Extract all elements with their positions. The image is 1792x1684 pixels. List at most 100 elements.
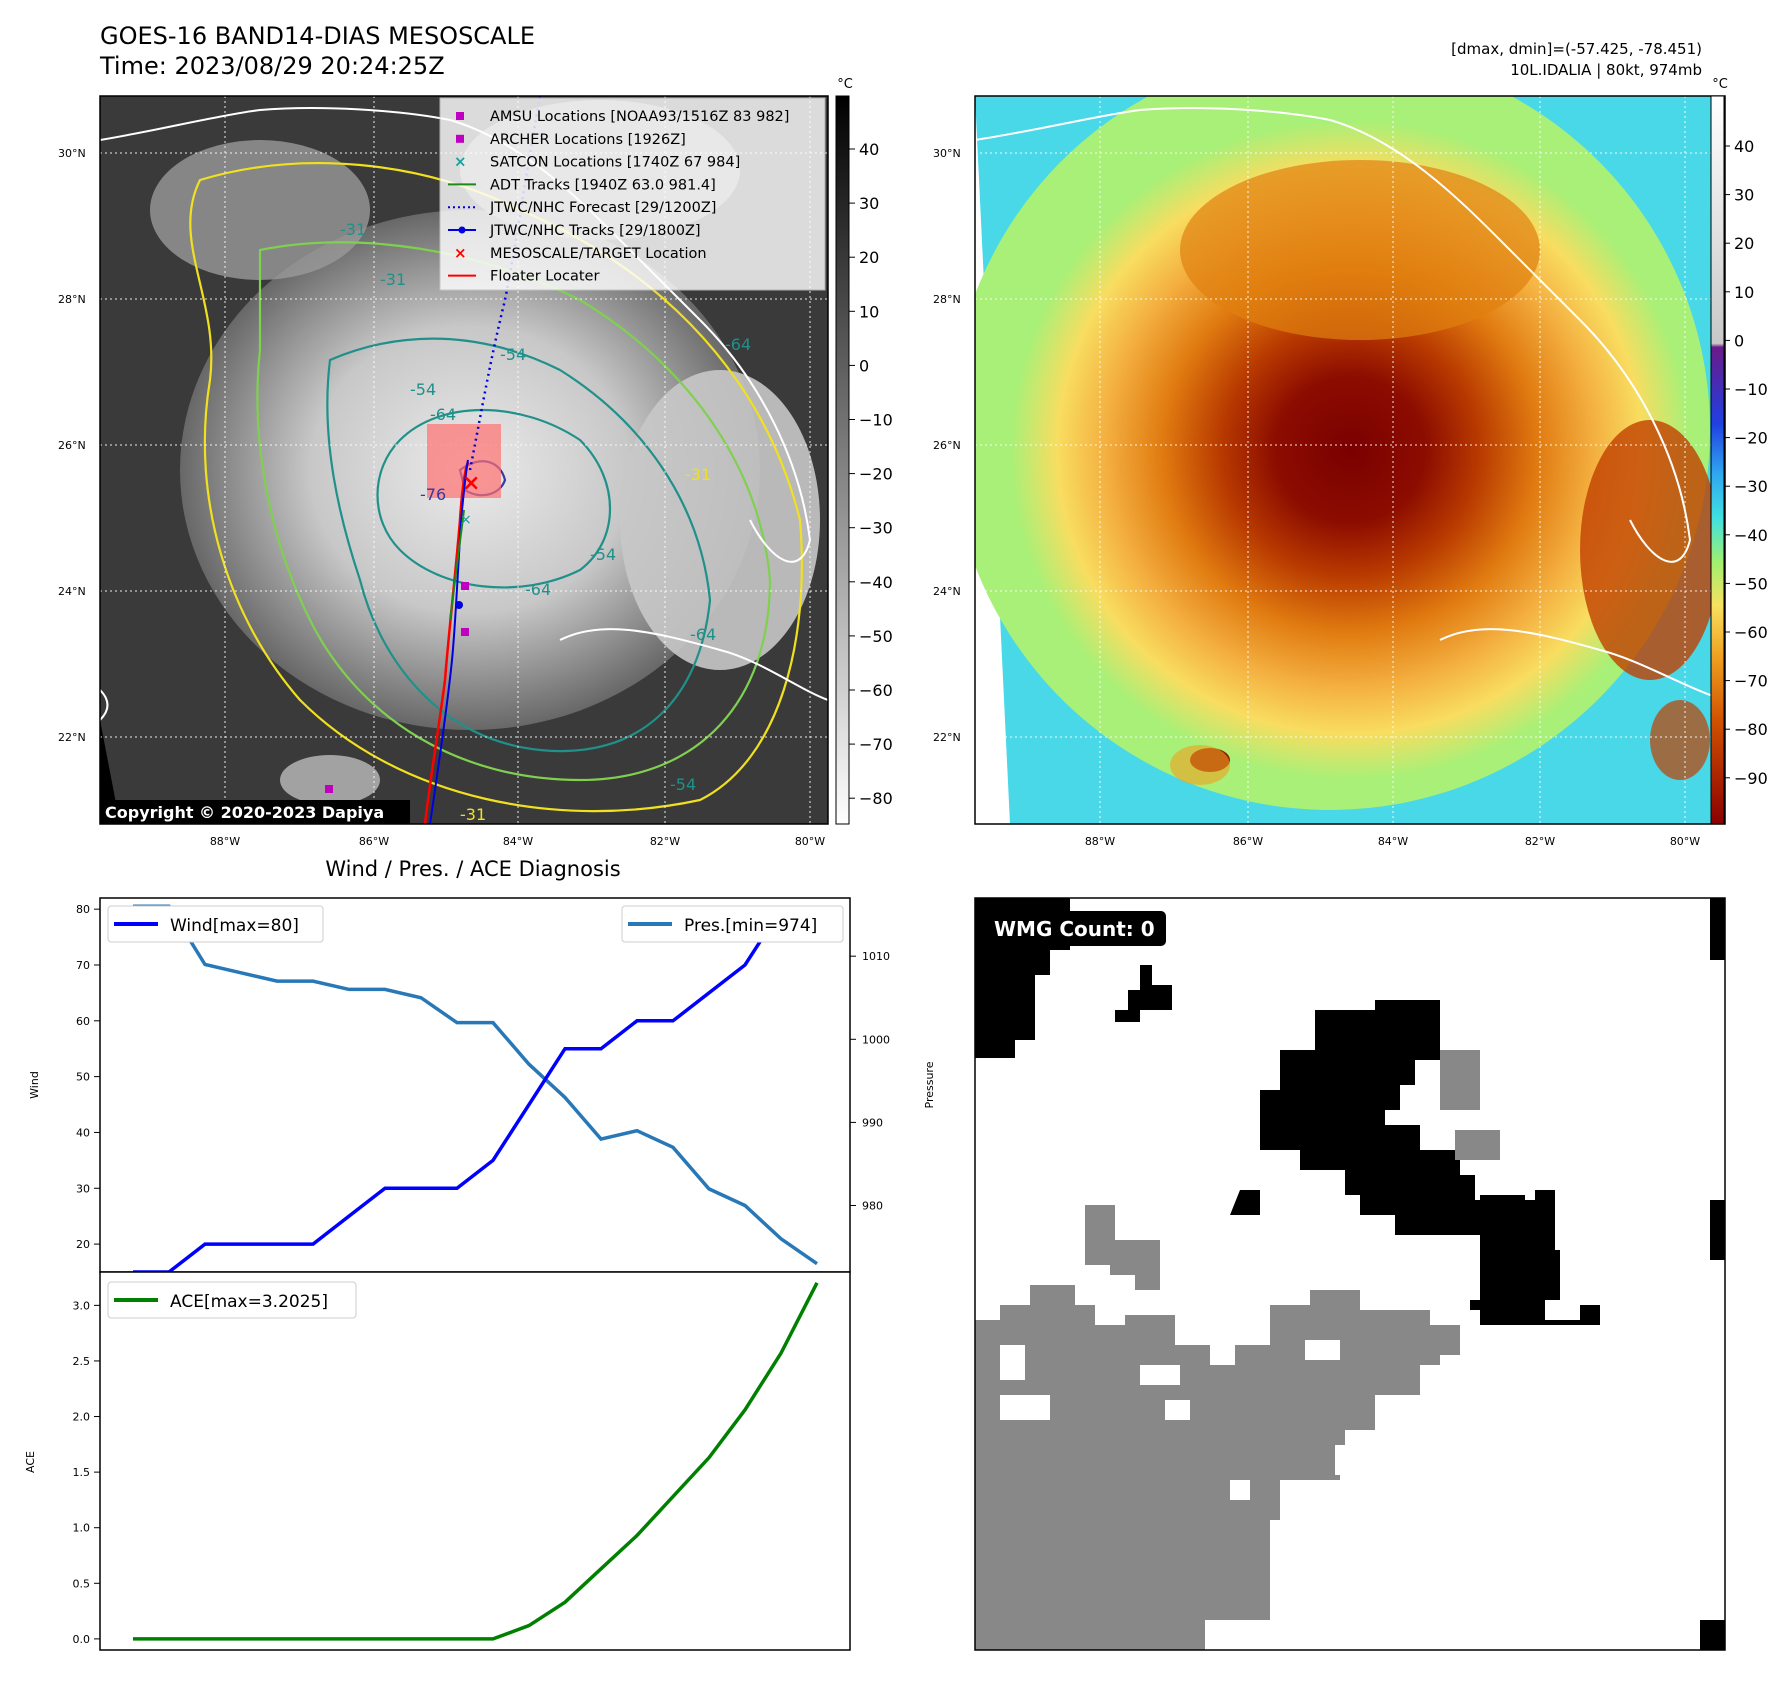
contour-label: -64: [690, 625, 716, 644]
colorbar-tick-label: −20: [1734, 429, 1768, 448]
chart-title: Wind / Pres. / ACE Diagnosis: [325, 857, 620, 881]
colorbar-tick-label: −50: [859, 627, 893, 646]
legend-x-marker: ×: [454, 153, 467, 171]
contour-label: -64: [725, 335, 751, 354]
colorbar-unit: °C: [1712, 77, 1728, 92]
colorbar-tick-label: −30: [859, 519, 893, 538]
colorbar-tick-label: 0: [859, 356, 869, 375]
ace-tick-label: 2.5: [73, 1355, 91, 1368]
legend-x-marker: ×: [454, 244, 467, 262]
pressure-series-line: [133, 904, 818, 1266]
wind-tick-label: 30: [76, 1182, 90, 1195]
wmg-count-label: WMG Count: 0: [994, 917, 1155, 941]
ir-map-panel: × × -31 -31 -54 -54 -64 -64 -76 -64 -64 …: [58, 77, 893, 848]
color-map-grid: [975, 96, 1725, 824]
wind-series-line: [133, 908, 783, 1274]
colorbar-tick-label: 30: [1734, 186, 1754, 205]
legend-item: × MESOSCALE/TARGET Location: [454, 244, 707, 262]
colorbar-tick-label: −80: [859, 789, 893, 808]
colorbar-tick-label: −40: [859, 573, 893, 592]
wind-axis-label: Wind: [28, 1071, 41, 1099]
ace-tick-label: 0.5: [73, 1577, 91, 1590]
lat-label: 30°N: [933, 147, 961, 160]
pressure-legend-label: Pres.[min=974]: [684, 916, 817, 936]
contour-label: -54: [670, 775, 696, 794]
ace-chart: ACE 0.0 0.5 1.0 1.5 2.0 2.5 3.0 ACE[max=3.2025…: [24, 1271, 851, 1651]
lon-label: 86°W: [1233, 835, 1263, 848]
legend-item: JTWC/NHC Forecast [29/1200Z]: [448, 200, 716, 216]
colorbar-tick-label: −40: [1734, 526, 1768, 545]
lat-label: 28°N: [933, 293, 961, 306]
figure-title: GOES-16 BAND14-DIAS MESOSCALE: [100, 22, 535, 50]
legend-item: Floater Locater: [448, 269, 599, 285]
legend-square-marker: [456, 112, 464, 120]
colorbar-tick-label: 30: [859, 194, 879, 213]
wind-legend-label: Wind[max=80]: [170, 916, 299, 936]
wind-tick-label: 50: [76, 1071, 90, 1084]
pressure-axis-label: Pressure: [923, 1061, 936, 1108]
contour-label: -31: [340, 220, 366, 239]
wind-legend: Wind[max=80]: [107, 905, 324, 943]
contour-label: -64: [525, 580, 551, 599]
legend-square-marker: [456, 134, 464, 143]
contour-label: -64: [430, 405, 456, 424]
lon-label: 88°W: [210, 835, 240, 848]
ace-legend: ACE[max=3.2025]: [107, 1281, 357, 1319]
wind-tick-label: 20: [76, 1238, 90, 1251]
satcon-location-marker: ×: [460, 512, 472, 528]
contour-label: -31: [685, 465, 711, 484]
wmg-panel: WMG Count: 0: [974, 897, 1726, 1651]
colorbar-unit: °C: [837, 77, 853, 92]
colorbar-tick-label: 10: [1734, 283, 1754, 302]
storm-info-text: 10L.IDALIA | 80kt, 974mb: [1510, 61, 1702, 79]
gray-colorbar: [835, 95, 850, 825]
track-legend: AMSU Locations [NOAA93/1516Z 83 982] ARCH…: [439, 97, 826, 291]
color-colorbar: [1710, 95, 1725, 825]
legend-label: AMSU Locations [NOAA93/1516Z 83 982]: [490, 109, 789, 125]
colorbar-tick-label: −60: [859, 681, 893, 700]
wmg-count-badge: [986, 911, 1166, 946]
contour-label: -54: [410, 380, 436, 399]
ace-tick-label: 2.0: [73, 1411, 91, 1424]
lon-label: 80°W: [1670, 835, 1700, 848]
wind-tick-label: 70: [76, 959, 90, 972]
pressure-tick-label: 980: [862, 1200, 883, 1213]
legend-label: ADT Tracks [1940Z 63.0 981.4]: [490, 177, 716, 193]
lon-label: 82°W: [650, 835, 680, 848]
lat-label: 24°N: [933, 585, 961, 598]
pressure-tick-label: 1000: [862, 1033, 890, 1046]
nhc-track-line: [429, 459, 469, 824]
wind-tick-label: 80: [76, 903, 90, 916]
legend-item: JTWC/NHC Tracks [29/1800Z]: [448, 223, 701, 239]
colorbar-tick-label: −70: [859, 735, 893, 754]
legend-dot: [458, 226, 466, 234]
contour-label: -31: [380, 270, 406, 289]
copyright-text: Copyright © 2020-2023 Dapiya: [105, 803, 384, 822]
colorbar-tick-label: −70: [1734, 672, 1768, 691]
legend-item: ARCHER Locations [1926Z]: [456, 132, 686, 148]
colorbar-tick-label: −20: [859, 465, 893, 484]
contour-label: -54: [590, 545, 616, 564]
contour-label: -76: [420, 485, 446, 504]
colorbar-tick-label: −10: [859, 411, 893, 430]
ace-series-line: [133, 1282, 819, 1641]
legend-label: JTWC/NHC Tracks [29/1800Z]: [489, 223, 701, 239]
ace-tick-label: 1.0: [73, 1522, 91, 1535]
nhc-track-point: [455, 601, 463, 609]
pressure-legend: Pres.[min=974]: [621, 905, 844, 943]
legend-label: Floater Locater: [490, 269, 599, 285]
ace-legend-label: ACE[max=3.2025]: [170, 1292, 328, 1312]
lat-label: 22°N: [58, 731, 86, 744]
wind-tick-label: 40: [76, 1126, 90, 1139]
lat-label: 28°N: [58, 293, 86, 306]
lon-label: 84°W: [1378, 835, 1408, 848]
colorbar-tick-label: −30: [1734, 477, 1768, 496]
colorbar-tick-label: 40: [1734, 137, 1754, 156]
legend-item: × SATCON Locations [1740Z 67 984]: [454, 153, 740, 171]
colorbar-tick-label: 20: [1734, 234, 1754, 253]
amsu-location-marker: [325, 785, 333, 793]
lon-label: 82°W: [1525, 835, 1555, 848]
ace-tick-label: 3.0: [73, 1299, 91, 1312]
colorbar-tick-label: −90: [1734, 769, 1768, 788]
